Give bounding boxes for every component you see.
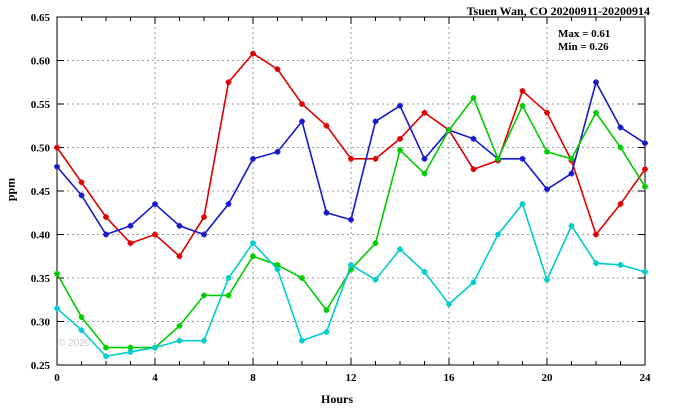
svg-text:0.65: 0.65 <box>31 12 51 24</box>
watermark: © 2020 <box>58 338 91 349</box>
annotation-min: Min = 0.26 <box>558 41 609 53</box>
svg-text:0.60: 0.60 <box>31 56 51 68</box>
svg-text:0: 0 <box>54 372 60 384</box>
annotation-max: Max = 0.61 <box>558 28 611 40</box>
svg-text:0.25: 0.25 <box>31 360 51 372</box>
chart-title: Tsuen Wan, CO 20200911-20200914 <box>466 4 650 18</box>
svg-text:20: 20 <box>542 372 554 384</box>
svg-text:12: 12 <box>346 372 358 384</box>
svg-text:0.45: 0.45 <box>31 186 51 198</box>
svg-text:24: 24 <box>640 372 652 384</box>
y-axis-label: ppm <box>3 177 18 202</box>
svg-text:0.50: 0.50 <box>31 143 51 155</box>
svg-text:0.30: 0.30 <box>31 317 51 329</box>
svg-text:16: 16 <box>444 372 456 384</box>
series-cyan <box>54 201 648 360</box>
svg-text:4: 4 <box>152 372 158 384</box>
x-axis-label: Hours <box>320 392 353 406</box>
svg-text:0.40: 0.40 <box>31 230 51 242</box>
svg-text:0.35: 0.35 <box>31 273 51 285</box>
grid-lines <box>57 17 645 365</box>
tick-labels: 0.25 0.30 0.35 0.40 0.45 0.50 0.55 0.60 0.65 0 4 8 1… <box>31 12 651 384</box>
svg-text:0.55: 0.55 <box>31 99 51 111</box>
svg-text:8: 8 <box>250 372 256 384</box>
chart-annotation: Max = 0.61 Min = 0.26 <box>558 28 610 54</box>
plot-border <box>56 16 646 366</box>
